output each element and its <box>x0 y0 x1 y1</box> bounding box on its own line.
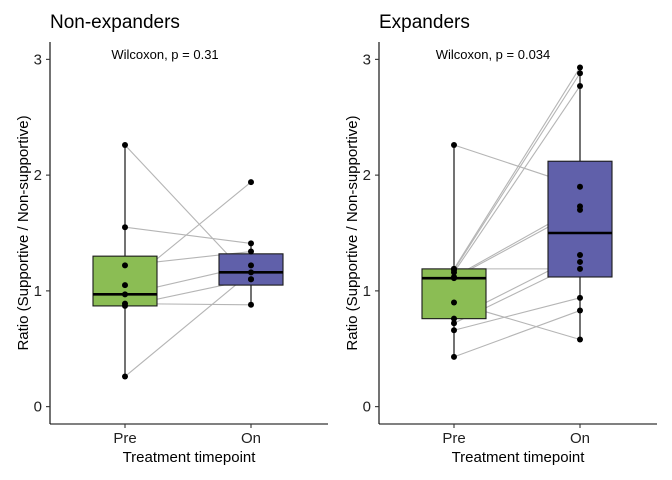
data-point-pre <box>451 265 457 272</box>
y-tick-label: 3 <box>34 51 42 68</box>
y-axis-label: Ratio (Supportive / Non-supportive) <box>344 115 361 350</box>
data-point-pre <box>122 282 128 289</box>
y-tick-label: 2 <box>363 167 371 184</box>
data-point-on <box>577 265 583 272</box>
data-point-on <box>248 179 254 186</box>
data-point-on <box>577 258 583 265</box>
data-point-pre <box>451 320 457 327</box>
panel-non-expanders: Non-expanders Wilcoxon, p = 0.31 0 1 2 3 Pre On… <box>15 12 328 466</box>
data-point-on <box>248 248 254 255</box>
paired-line <box>453 72 581 271</box>
paired-line <box>124 271 252 377</box>
data-point-pre <box>122 373 128 380</box>
data-point-pre <box>122 224 128 231</box>
panel-title: Non-expanders <box>50 12 180 33</box>
data-point-pre <box>451 353 457 360</box>
data-point-pre <box>122 142 128 149</box>
data-point-pre <box>451 142 457 149</box>
x-tick-label: Pre <box>442 430 465 447</box>
data-point-pre <box>451 275 457 282</box>
paired-line <box>453 67 581 270</box>
data-point-pre <box>122 300 128 307</box>
data-point-on <box>577 307 583 314</box>
data-point-pre <box>451 315 457 322</box>
data-point-on <box>248 301 254 308</box>
y-tick-label: 1 <box>363 283 371 300</box>
data-point-on <box>577 251 583 258</box>
y-axis-label: Ratio (Supportive / Non-supportive) <box>15 115 32 350</box>
wilcoxon-annotation: Wilcoxon, p = 0.034 <box>436 47 551 62</box>
y-tick-label: 0 <box>363 399 371 416</box>
data-point-on <box>248 240 254 247</box>
paired-line <box>453 297 581 331</box>
x-tick-label: On <box>570 430 590 447</box>
x-axis-label: Treatment timepoint <box>123 449 257 466</box>
y-tick-label: 3 <box>363 51 371 68</box>
paired-line <box>453 310 581 358</box>
data-point-on <box>577 294 583 301</box>
y-tick-label: 1 <box>34 283 42 300</box>
data-point-on <box>577 64 583 71</box>
data-point-pre <box>122 291 128 298</box>
data-point-on <box>577 206 583 213</box>
data-point-on <box>577 336 583 343</box>
wilcoxon-annotation: Wilcoxon, p = 0.31 <box>111 47 218 62</box>
paired-line <box>453 85 581 273</box>
data-point-pre <box>451 327 457 334</box>
data-point-on <box>577 183 583 190</box>
paired-line <box>124 226 252 244</box>
panel-expanders: Expanders Wilcoxon, p = 0.034 0 1 2 3 Pre On Tre… <box>344 12 657 466</box>
y-tick-label: 0 <box>34 399 42 416</box>
x-tick-label: On <box>241 430 261 447</box>
panel-title: Expanders <box>379 12 470 33</box>
x-tick-label: Pre <box>113 430 136 447</box>
y-tick-label: 2 <box>34 167 42 184</box>
box-pre <box>92 145 158 377</box>
x-axis-label: Treatment timepoint <box>452 449 586 466</box>
data-point-pre <box>122 262 128 269</box>
data-point-on <box>577 70 583 77</box>
data-point-on <box>248 276 254 283</box>
data-point-on <box>577 82 583 89</box>
data-point-on <box>248 262 254 269</box>
data-point-on <box>248 269 254 276</box>
data-point-pre <box>451 299 457 306</box>
